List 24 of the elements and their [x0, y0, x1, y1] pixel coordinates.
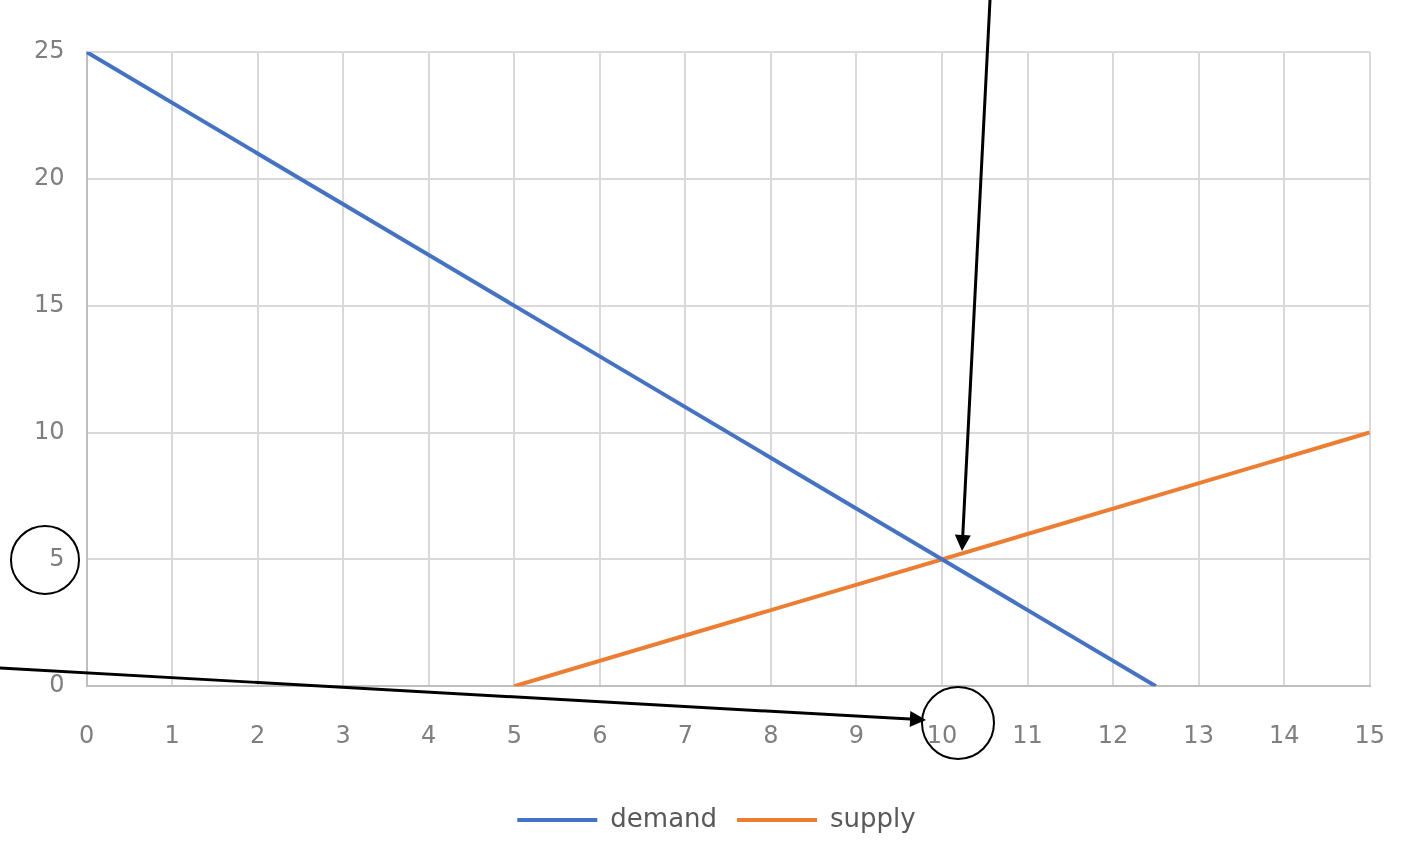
legend-label: demand: [610, 802, 718, 833]
x-tick-label: 2: [249, 720, 266, 749]
y-tick-label: 20: [33, 163, 65, 192]
x-tick-label: 14: [1268, 720, 1300, 749]
y-tick-label: 0: [49, 670, 65, 699]
x-tick-label: 12: [1097, 720, 1129, 749]
y-tick-label: 25: [33, 36, 65, 65]
x-tick-label: 13: [1183, 720, 1214, 749]
x-tick-label: 6: [592, 720, 608, 749]
x-tick-label: 4: [421, 720, 437, 749]
x-tick-label: 7: [677, 720, 693, 749]
legend-label: supply: [830, 802, 916, 833]
x-tick-label: 5: [506, 720, 522, 749]
y-tick-label: 5: [49, 543, 65, 572]
x-tick-label: 0: [78, 720, 95, 749]
x-tick-label: 15: [1354, 720, 1385, 749]
x-tick-label: 10: [926, 720, 958, 749]
y-tick-label: 15: [33, 289, 65, 318]
x-tick-label: 11: [1012, 720, 1043, 749]
x-tick-label: 3: [335, 720, 351, 749]
y-tick-label: 10: [33, 416, 65, 445]
x-tick-label: 1: [164, 720, 180, 749]
x-tick-label: 8: [763, 720, 779, 749]
x-tick-label: 9: [848, 720, 865, 749]
